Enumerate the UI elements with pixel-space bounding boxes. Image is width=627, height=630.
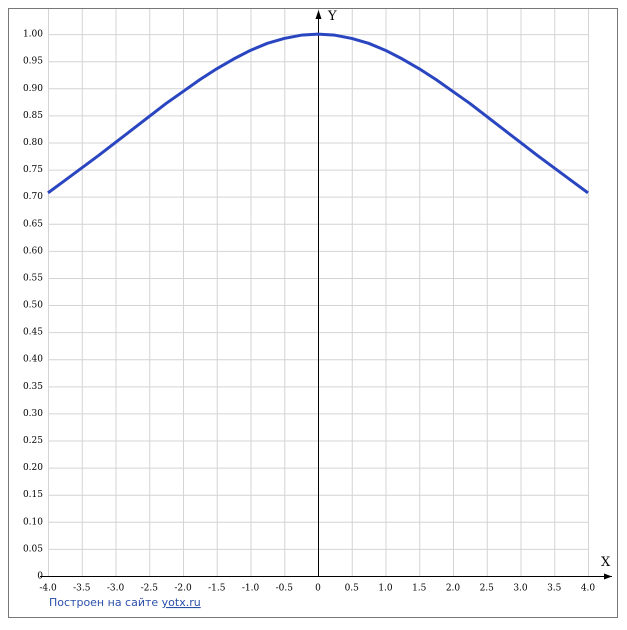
x-tick-label: 3.0 xyxy=(513,584,528,594)
y-tick-label: 0.20 xyxy=(23,463,43,473)
x-tick-label: -3.5 xyxy=(73,584,91,594)
y-tick-label: 0.90 xyxy=(23,84,43,94)
x-tick-label: -1.0 xyxy=(242,584,260,594)
y-tick-label: 0.10 xyxy=(23,517,43,527)
y-tick-label: 0.45 xyxy=(23,328,43,338)
x-tick-label: 2.5 xyxy=(480,584,495,594)
x-tick-label: 0 xyxy=(315,584,321,594)
y-arrow xyxy=(315,10,322,19)
x-tick-label: 3.5 xyxy=(547,584,562,594)
y-tick-label: 0.80 xyxy=(23,138,43,148)
x-tick-label: 1.0 xyxy=(378,584,393,594)
x-axis-label: X xyxy=(601,555,611,570)
x-tick-label: 0.5 xyxy=(345,584,360,594)
x-tick-label: -2.0 xyxy=(174,584,192,594)
x-tick-label: -2.5 xyxy=(141,584,159,594)
x-arrow xyxy=(604,573,612,580)
x-tick-label: 1.5 xyxy=(412,584,427,594)
x-tick-label: -0.5 xyxy=(276,584,294,594)
y-tick-label: 0.50 xyxy=(23,301,43,311)
y-tick-label: 0.95 xyxy=(23,57,43,67)
tick-labels: -4.0 -3.5 -3.0 -2.5 -2.0 -1.5 -1.0 -0.5 0 0.5 1.0 1… xyxy=(23,30,595,594)
y-tick-label: 0.70 xyxy=(23,192,43,202)
y-tick-label: 0.05 xyxy=(23,544,43,554)
y-tick-label: 0.55 xyxy=(23,273,43,283)
x-tick-label: -1.5 xyxy=(208,584,226,594)
y-tick-label: 0 xyxy=(37,572,43,582)
frame xyxy=(8,8,618,618)
y-tick-label: 0.35 xyxy=(23,382,43,392)
footer-link[interactable]: yotx.ru xyxy=(162,596,201,609)
y-tick-label: 0.25 xyxy=(23,436,43,446)
x-tick-label: -3.0 xyxy=(107,584,125,594)
footer-caption: Построен на сайте xyxy=(49,596,158,609)
axes: X Y xyxy=(40,9,612,580)
y-tick-label: 0.30 xyxy=(23,409,43,419)
curve xyxy=(47,32,589,195)
y-tick-label: 1.00 xyxy=(23,30,43,40)
y-tick-label: 0.65 xyxy=(23,219,43,229)
x-tick-label: -4.0 xyxy=(39,584,57,594)
footer-text: Построен на сайте yotx.ru xyxy=(49,596,201,609)
y-axis-label: Y xyxy=(327,9,337,24)
y-tick-label: 0.75 xyxy=(23,165,43,175)
y-tick-label: 0.40 xyxy=(23,355,43,365)
y-tick-label: 0.85 xyxy=(23,111,43,121)
y-tick-label: 0.15 xyxy=(23,490,43,500)
x-tick-label: 2.0 xyxy=(446,584,461,594)
x-tick-label: 4.0 xyxy=(581,584,596,594)
y-tick-label: 0.60 xyxy=(23,246,43,256)
